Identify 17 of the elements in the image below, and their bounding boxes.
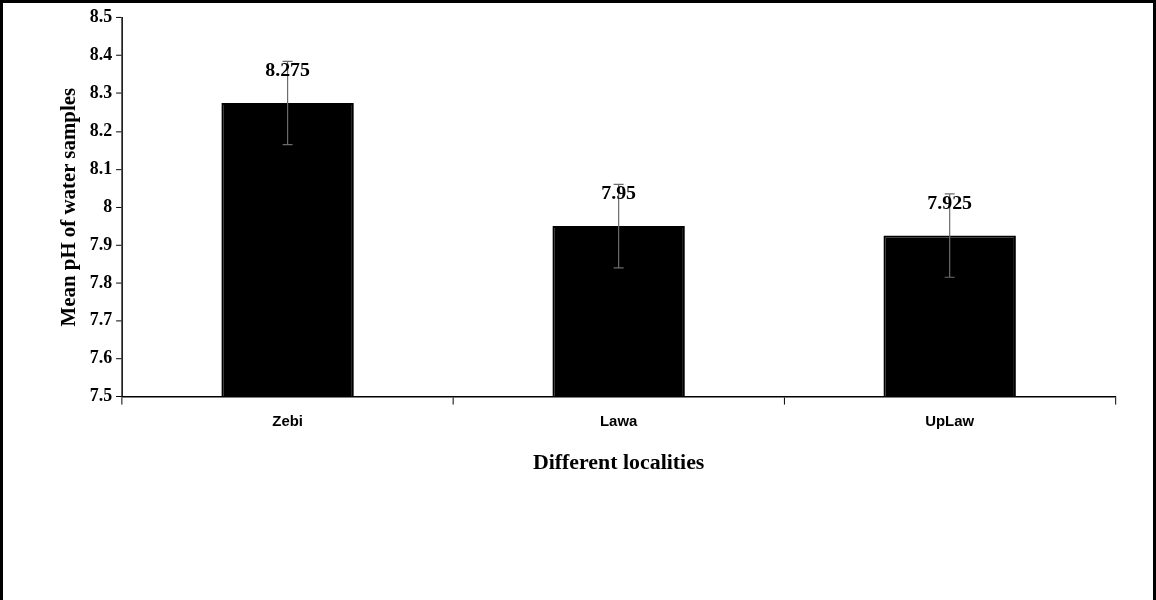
y-tick-label: 8.1	[89, 157, 113, 178]
x-axis-title: Different localities	[532, 450, 705, 475]
y-tick-label: 7.7	[89, 309, 113, 330]
y-tick-label: 7.6	[89, 347, 113, 368]
y-tick-label: 8.4	[89, 44, 113, 65]
y-tick-label: 8.5	[89, 6, 113, 27]
data-label: 7.925	[927, 190, 973, 213]
y-tick-label: 7.9	[89, 233, 113, 254]
y-tick-label: 8.2	[89, 120, 113, 141]
x-tick-label: Lawa	[600, 411, 638, 429]
y-tick-label: 7.8	[89, 271, 113, 292]
x-tick-label: UpLaw	[925, 411, 975, 429]
y-tick-label: 7.5	[89, 385, 113, 406]
y-axis-title: Mean pH of water samples	[55, 87, 80, 327]
y-tick-label: 8.3	[89, 82, 113, 103]
x-tick-label: Zebi	[272, 411, 303, 429]
y-tick-label: 8	[103, 195, 113, 216]
